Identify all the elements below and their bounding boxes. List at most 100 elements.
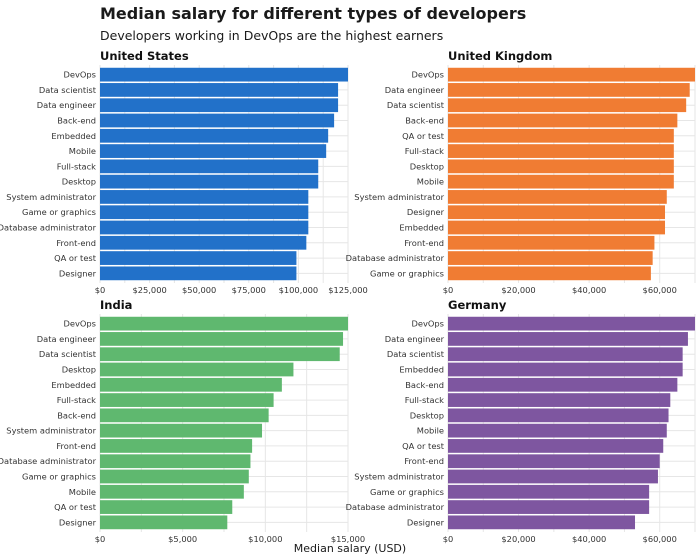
panel-germany: Germany DevOps Data engineer Data scientist… [346,298,696,544]
tick-label-united-kingdom: $20,000 [501,285,535,295]
category-label-germany-mobile: Mobile [417,426,444,436]
category-label-india-embedded: Embedded [51,380,96,390]
chart-title: Median salary for different types of dev… [100,4,527,23]
tick-label-united-states: $25,000 [132,285,166,295]
bar-india-data-engineer [100,332,344,346]
bar-united-kingdom-front-end [448,235,655,250]
bar-united-states-qa-or-test [100,251,297,265]
category-label-united-kingdom-devops: DevOps [411,70,444,80]
category-label-india-devops: DevOps [63,319,96,329]
category-label-india-desktop: Desktop [62,365,96,375]
bar-india-embedded [100,377,282,392]
category-label-germany-system-administrator: System administrator [354,472,444,482]
bar-united-kingdom-designer [448,205,666,220]
bar-india-desktop [100,362,294,377]
category-label-united-states-back-end: Back-end [57,116,96,126]
category-label-united-kingdom-full-stack: Full-stack [405,146,444,156]
tick-label-india: $0 [95,534,106,544]
bar-germany-full-stack [448,393,671,407]
category-label-india-data-scientist: Data scientist [39,349,97,359]
bar-united-states-data-engineer [100,98,339,113]
bar-germany-game-or-graphics [448,484,650,499]
tick-label-united-states: $0 [95,285,106,295]
bar-india-game-or-graphics [100,469,249,484]
x-axis-label: Median salary (USD) [293,542,407,555]
tick-label-united-states: $125,000 [328,285,368,295]
category-label-germany-qa-or-test: QA or test [402,441,445,451]
category-label-united-states-embedded: Embedded [51,131,96,141]
bar-india-mobile [100,484,244,499]
tick-label-united-states: $50,000 [182,285,216,295]
category-label-india-database-administrator: Database administrator [0,456,97,466]
category-label-united-kingdom-front-end: Front-end [404,238,444,248]
category-label-united-kingdom-data-engineer: Data engineer [385,85,445,95]
bar-germany-designer [448,515,636,530]
bar-germany-mobile [448,423,667,438]
category-label-germany-desktop: Desktop [410,410,444,420]
category-label-india-data-engineer: Data engineer [37,334,97,344]
category-label-germany-embedded: Embedded [399,365,444,375]
category-label-united-kingdom-mobile: Mobile [417,177,444,187]
bar-united-states-database-administrator [100,220,309,235]
bar-united-kingdom-system-administrator [448,190,667,204]
category-label-germany-back-end: Back-end [405,380,444,390]
category-label-united-states-qa-or-test: QA or test [54,253,97,263]
bar-india-qa-or-test [100,500,233,514]
bar-united-states-embedded [100,128,329,143]
bar-united-kingdom-database-administrator [448,251,653,265]
bar-united-states-back-end [100,113,335,128]
bar-germany-data-scientist [448,347,683,362]
panel-united-states: United States DevOps Data scientist Data en… [0,49,368,295]
bar-germany-front-end [448,454,660,469]
category-label-united-kingdom-database-administrator: Database administrator [346,253,445,263]
category-label-united-kingdom-game-or-graphics: Game or graphics [370,268,444,278]
category-label-germany-database-administrator: Database administrator [346,502,445,512]
bar-india-system-administrator [100,423,263,438]
tick-label-united-kingdom: $60,000 [643,285,677,295]
category-label-united-states-game-or-graphics: Game or graphics [22,207,96,217]
bar-india-full-stack [100,393,274,407]
bar-india-front-end [100,439,253,453]
bar-india-back-end [100,408,269,423]
category-label-united-states-front-end: Front-end [56,238,96,248]
bar-united-kingdom-full-stack [448,144,674,158]
category-label-india-full-stack: Full-stack [57,395,96,405]
category-label-germany-devops: DevOps [411,319,444,329]
bar-united-states-data-scientist [100,83,339,97]
bar-germany-database-administrator [448,500,650,514]
panel-united-kingdom: United Kingdom DevOps Data engineer Data sc… [346,49,696,295]
bar-united-states-desktop [100,174,319,189]
panel-india: India DevOps Data engineer Data scientist De… [0,298,365,544]
bar-united-kingdom-back-end [448,113,678,128]
tick-label-germany: $40,000 [572,534,606,544]
category-label-united-states-designer: Designer [59,268,97,278]
category-label-united-kingdom-designer: Designer [407,207,445,217]
category-label-united-states-data-scientist: Data scientist [39,85,97,95]
tick-label-united-kingdom: $40,000 [572,285,606,295]
panel-title-united-kingdom: United Kingdom [448,49,552,63]
bar-india-devops [100,316,348,331]
bar-germany-system-administrator [448,469,658,484]
category-label-united-states-desktop: Desktop [62,177,96,187]
category-label-united-kingdom-system-administrator: System administrator [354,192,444,202]
category-label-germany-front-end: Front-end [404,456,444,466]
tick-label-germany: $60,000 [643,534,677,544]
tick-label-germany: $20,000 [501,534,535,544]
bar-united-kingdom-qa-or-test [448,128,674,143]
bar-germany-data-engineer [448,332,688,346]
bar-united-kingdom-desktop [448,159,674,174]
bar-united-kingdom-data-scientist [448,98,687,113]
bar-united-states-front-end [100,235,307,250]
tick-label-united-states: $100,000 [279,285,319,295]
category-label-india-mobile: Mobile [69,487,96,497]
category-label-united-kingdom-data-scientist: Data scientist [387,100,445,110]
bar-germany-back-end [448,377,678,392]
category-label-united-kingdom-desktop: Desktop [410,161,444,171]
bar-germany-qa-or-test [448,439,664,453]
bar-india-data-scientist [100,347,340,362]
tick-label-india: $10,000 [248,534,282,544]
category-label-united-states-database-administrator: Database administrator [0,223,97,233]
category-label-united-states-mobile: Mobile [69,146,96,156]
category-label-india-qa-or-test: QA or test [54,502,97,512]
bar-united-kingdom-data-engineer [448,83,690,97]
